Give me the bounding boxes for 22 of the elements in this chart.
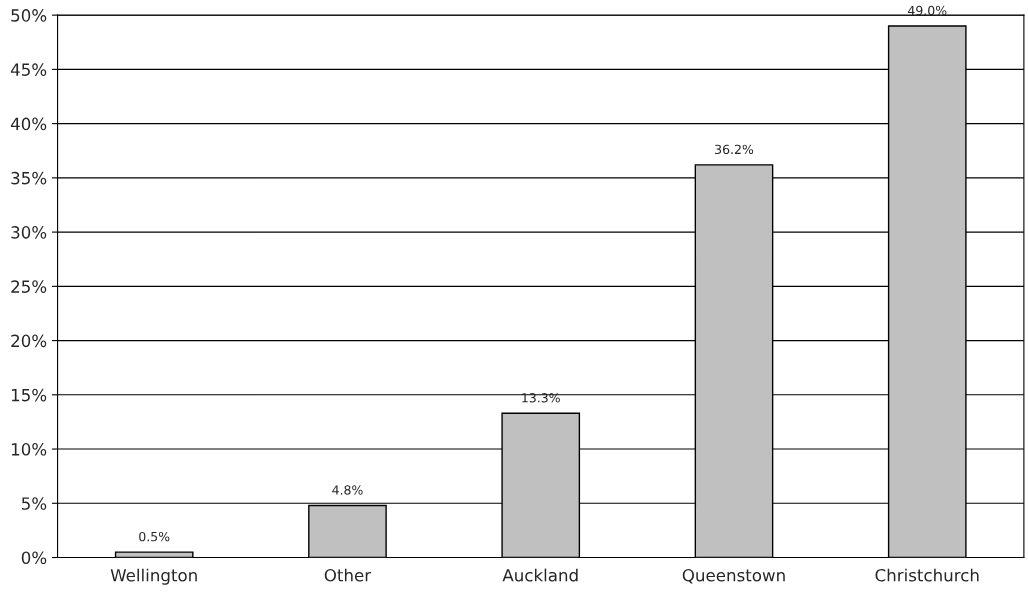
y-tick-label: 15% bbox=[11, 388, 47, 402]
y-tick-label: 25% bbox=[11, 280, 47, 293]
y-tick-label: 10% bbox=[11, 443, 47, 456]
y-tick-label: 45% bbox=[10, 63, 47, 76]
y-tick-label: 35% bbox=[11, 171, 47, 185]
x-tick-label: Wellington bbox=[110, 568, 197, 585]
data-label: 0.5% bbox=[139, 531, 170, 542]
y-tick-label: 30% bbox=[11, 226, 47, 239]
x-tick-label: Other bbox=[324, 568, 372, 582]
bar bbox=[114, 551, 194, 558]
y-tick-label: 0% bbox=[21, 551, 47, 565]
x-tick-label: Christchurch bbox=[875, 568, 979, 582]
data-label: 36.2% bbox=[715, 144, 754, 155]
y-tick-label: 40% bbox=[10, 117, 47, 131]
data-label: 13.3% bbox=[522, 393, 560, 403]
y-tick-label: 5% bbox=[22, 497, 47, 510]
data-label: 49.0% bbox=[908, 5, 947, 16]
y-tick-label: 50% bbox=[11, 9, 47, 22]
data-label: 4.8% bbox=[332, 485, 363, 495]
y-tick-label: 20% bbox=[11, 334, 47, 348]
x-tick-label: Queenstown bbox=[682, 568, 785, 584]
x-tick-label: Auckland bbox=[502, 568, 578, 582]
